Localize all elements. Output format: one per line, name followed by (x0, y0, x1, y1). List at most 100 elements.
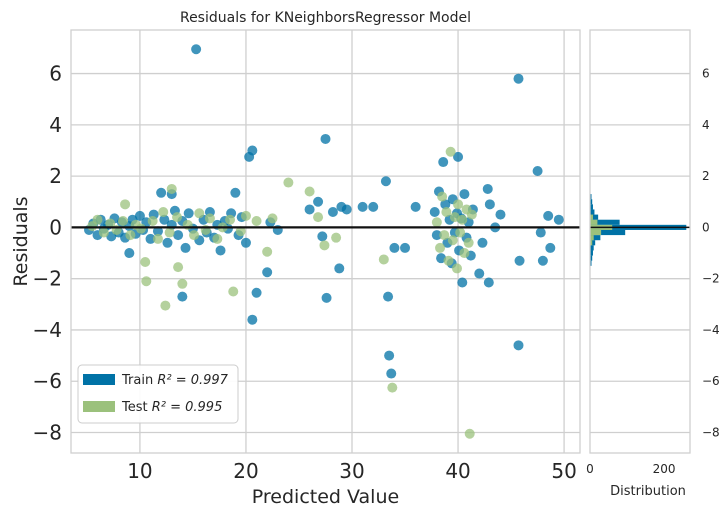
test-histogram-bar (590, 219, 598, 225)
test-histogram-bar (590, 235, 594, 241)
train-point (453, 151, 464, 162)
train-point (357, 201, 368, 212)
test-point (166, 183, 177, 194)
test-point (443, 255, 454, 266)
train-point (327, 207, 338, 218)
test-point (120, 199, 131, 210)
train-histogram-bar (590, 229, 626, 236)
train-histogram-bar (590, 204, 593, 210)
test-point (319, 240, 330, 251)
train-point (247, 314, 258, 325)
train-point (389, 242, 400, 253)
train-histogram-bar (590, 240, 596, 246)
legend-text-train: Train R² = 0.997 (121, 373, 229, 388)
test-point (267, 213, 278, 224)
legend-label-train: Train (121, 373, 157, 388)
train-point (152, 226, 163, 237)
train-point (483, 277, 494, 288)
train-point (400, 242, 411, 253)
test-point (459, 248, 470, 259)
train-point (368, 201, 379, 212)
test-point (435, 242, 446, 253)
train-point (191, 44, 202, 55)
x-tick-label: 30 (339, 459, 364, 483)
train-point (532, 166, 543, 176)
train-histogram-bar (590, 245, 594, 251)
train-point (156, 187, 167, 198)
legend-stat-train: R² = 0.997 (157, 373, 228, 388)
test-point (441, 207, 452, 218)
test-point (160, 300, 171, 311)
train-point (386, 368, 397, 379)
train-point (495, 209, 506, 220)
train-point (177, 291, 188, 302)
test-point (447, 235, 458, 246)
train-point (380, 176, 391, 187)
y-axis-label: Residuals (10, 196, 32, 286)
train-point (183, 208, 194, 219)
train-point (262, 267, 273, 278)
test-point (173, 262, 184, 273)
test-point (189, 230, 200, 241)
y-tick-label: −8 (33, 420, 62, 444)
test-point (331, 232, 342, 243)
side-frame (589, 29, 691, 454)
legend-stat-test: R² = 0.995 (152, 400, 223, 415)
train-point (537, 255, 548, 266)
train-point (215, 245, 226, 256)
test-point (235, 226, 246, 237)
legend-label-test: Test (121, 400, 152, 415)
train-point (247, 145, 258, 156)
legend-swatch-test (83, 401, 115, 412)
train-point (543, 210, 554, 221)
train-point (429, 207, 440, 218)
test-point (98, 227, 109, 238)
train-histogram-bar (590, 255, 593, 261)
train-point (431, 230, 442, 241)
side-y-tick-label: 0 (702, 220, 710, 234)
test-point (140, 257, 151, 268)
train-point (482, 183, 493, 194)
test-histogram-bar (590, 214, 593, 220)
test-point (135, 223, 146, 234)
legend-swatch-train (83, 374, 115, 385)
test-point (457, 214, 468, 225)
main-frame (70, 29, 581, 454)
train-point (484, 199, 495, 210)
train-point (438, 157, 449, 168)
test-point (105, 218, 116, 229)
train-point (457, 277, 468, 288)
y-tick-label: 6 (49, 62, 62, 86)
legend-box (77, 364, 239, 424)
y-tick-label: 4 (49, 113, 62, 137)
side-y-tick-label: −2 (702, 272, 720, 286)
train-point (251, 287, 262, 298)
side-x-tick-label: 0 (586, 462, 594, 476)
test-point (283, 177, 294, 188)
side-y-tick-label: 4 (702, 118, 710, 132)
test-point (177, 278, 188, 289)
side-y-tick-label: 6 (702, 67, 710, 81)
side-y-tick-label: −8 (702, 425, 720, 439)
train-histogram-bar (590, 250, 593, 256)
train-histogram-bar (590, 194, 592, 200)
x-axis-label: Predicted Value (252, 486, 399, 508)
train-point (440, 199, 451, 210)
test-point (92, 214, 103, 225)
legend-text-test: Test R² = 0.995 (121, 400, 222, 415)
test-point (125, 230, 136, 241)
test-point (455, 227, 466, 238)
series-train (84, 44, 564, 379)
side-y-tick-label: −6 (702, 374, 720, 388)
main-axes: 10 20 30 40 50 −8 −6 −4 −2 0 2 4 6 (33, 29, 581, 483)
test-point (204, 213, 215, 224)
train-point (317, 231, 328, 242)
train-point (410, 201, 421, 212)
train-histogram-bar (590, 214, 599, 220)
train-histogram-bar (590, 209, 595, 215)
train-point (124, 248, 135, 259)
train-point (477, 237, 488, 248)
x-tick-label: 50 (551, 459, 576, 483)
test-point (117, 215, 128, 226)
